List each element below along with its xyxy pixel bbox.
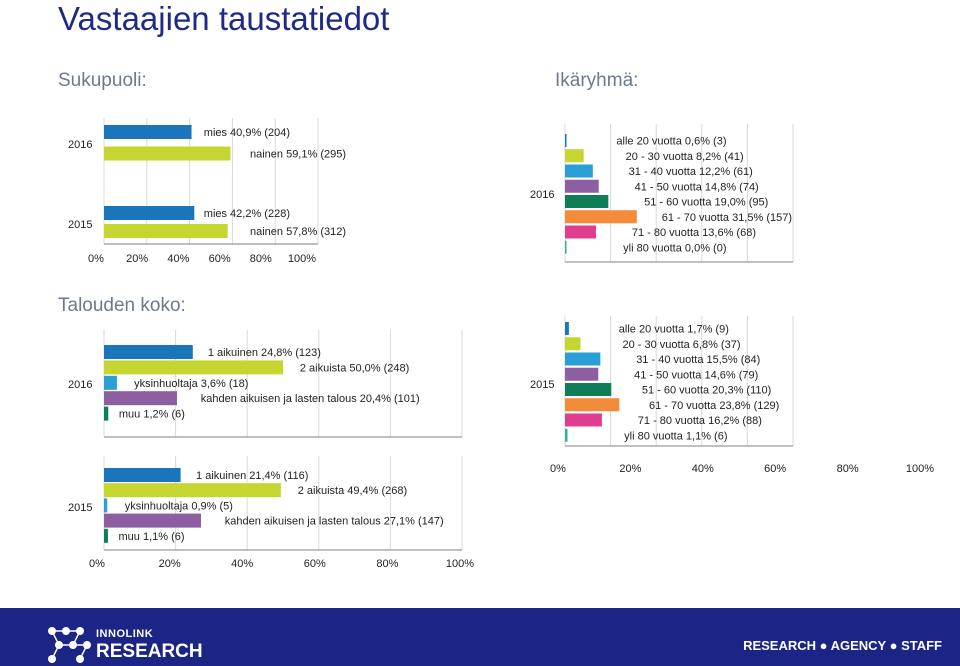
age-bar [565, 210, 637, 224]
age-tick-label: 60% [764, 463, 786, 475]
age-tick-label: 0% [550, 463, 566, 475]
brand-sub: RESEARCH [96, 641, 203, 662]
section-title-household: Talouden koko: [58, 295, 186, 316]
age-data-label: yli 80 vuotta 0,0% (0) [623, 242, 726, 254]
age-bar [565, 413, 602, 427]
age-bar [565, 134, 567, 147]
gender-tick-label: 80% [250, 253, 272, 265]
section-title-age: Ikäryhmä: [555, 70, 639, 91]
gender-tick-label: 40% [167, 253, 189, 265]
household-tick-label: 100% [446, 558, 474, 570]
age-bar [565, 367, 599, 381]
age-bar [565, 398, 620, 412]
household-data-label: yksinhuoltaja 0,9% (5) [125, 500, 233, 512]
household-bar [104, 528, 108, 543]
age-data-label: 31 - 40 vuotta 12,2% (61) [629, 166, 753, 178]
age-bar [565, 225, 597, 239]
household-bar [104, 468, 181, 482]
age-bar [565, 240, 567, 254]
household-tick-label: 40% [231, 558, 253, 570]
gender-data-label: nainen 59,1% (295) [250, 149, 346, 161]
age-data-label: 41 - 50 vuotta 14,8% (74) [635, 181, 759, 193]
household-tick-label: 60% [304, 558, 326, 570]
gender-tick-label: 60% [209, 253, 231, 265]
household-data-label: muu 1,2% (6) [119, 409, 185, 421]
gender-bar [104, 224, 228, 238]
age-data-label: 71 - 80 vuotta 13,6% (68) [632, 227, 756, 239]
age-data-label: 71 - 80 vuotta 16,2% (88) [638, 415, 762, 427]
household-year-label: 2015 [68, 502, 92, 514]
section-title-gender: Sukupuoli: [58, 70, 147, 91]
household-data-label: 2 aikuista 50,0% (248) [300, 362, 409, 374]
gender-bar [104, 125, 192, 139]
age-year-label: 2016 [530, 189, 554, 201]
tagline: RESEARCH ● AGENCY ● STAFF [743, 638, 942, 653]
age-data-label: 51 - 60 vuotta 19,0% (95) [644, 197, 768, 209]
gender-year-label: 2015 [68, 219, 92, 231]
household-bar [104, 406, 109, 421]
age-data-label: alle 20 vuotta 1,7% (9) [619, 324, 729, 336]
household-data-label: 1 aikuinen 21,4% (116) [196, 470, 308, 482]
age-bar [565, 195, 609, 208]
age-bar [565, 164, 593, 178]
page-title: Vastaajien taustatiedot [58, 0, 390, 37]
age-data-label: 20 - 30 vuotta 6,8% (37) [622, 339, 740, 351]
household-data-label: 1 aikuinen 24,8% (123) [208, 347, 321, 359]
household-bar [104, 483, 281, 498]
household-bar [104, 375, 117, 390]
gender-tick-label: 20% [126, 253, 148, 265]
age-tick-label: 100% [906, 463, 934, 475]
brand-name: INNOLINK [96, 628, 154, 640]
household-data-label: muu 1,1% (6) [119, 531, 185, 543]
household-bar [104, 513, 202, 528]
gender-data-label: mies 42,2% (228) [204, 208, 290, 220]
age-bar [565, 322, 569, 335]
age-tick-label: 80% [837, 463, 859, 475]
household-bar [104, 345, 193, 359]
age-data-label: 51 - 60 vuotta 20,3% (110) [642, 385, 771, 397]
age-tick-label: 20% [619, 463, 641, 475]
gender-data-label: mies 40,9% (204) [204, 127, 290, 139]
gender-tick-label: 100% [288, 253, 316, 265]
age-data-label: 61 - 70 vuotta 23,8% (129) [649, 400, 779, 412]
household-bar [104, 391, 178, 406]
age-data-label: yli 80 vuotta 1,1% (6) [624, 430, 727, 442]
household-tick-label: 0% [89, 558, 105, 570]
household-tick-label: 80% [376, 558, 398, 570]
age-bar [565, 383, 612, 396]
age-bar [565, 352, 601, 366]
age-bar [565, 179, 599, 193]
age-bar [565, 428, 568, 442]
age-year-label: 2015 [530, 379, 554, 391]
household-data-label: yksinhuoltaja 3,6% (18) [134, 378, 248, 390]
gender-year-label: 2016 [68, 139, 92, 151]
age-bar [565, 337, 581, 351]
age-data-label: 20 - 30 vuotta 8,2% (41) [626, 151, 744, 163]
gender-tick-label: 0% [88, 253, 104, 265]
age-data-label: 31 - 40 vuotta 15,5% (84) [636, 354, 760, 366]
household-bar [104, 360, 283, 375]
household-bar [104, 498, 108, 513]
household-tick-label: 20% [159, 558, 181, 570]
household-year-label: 2016 [68, 379, 92, 391]
age-tick-label: 40% [692, 463, 714, 475]
age-data-label: alle 20 vuotta 0,6% (3) [616, 136, 726, 148]
gender-data-label: nainen 57,8% (312) [250, 226, 346, 238]
gender-bar [104, 146, 231, 161]
footer-bar [0, 608, 960, 666]
household-data-label: kahden aikuisen ja lasten talous 27,1% (… [225, 516, 444, 528]
household-data-label: kahden aikuisen ja lasten talous 20,4% (… [201, 393, 420, 405]
age-bar [565, 149, 584, 163]
gender-bar [104, 206, 195, 220]
age-data-label: 41 - 50 vuotta 14,6% (79) [634, 369, 758, 381]
age-data-label: 61 - 70 vuotta 31,5% (157) [662, 212, 792, 224]
household-data-label: 2 aikuista 49,4% (268) [298, 485, 407, 497]
